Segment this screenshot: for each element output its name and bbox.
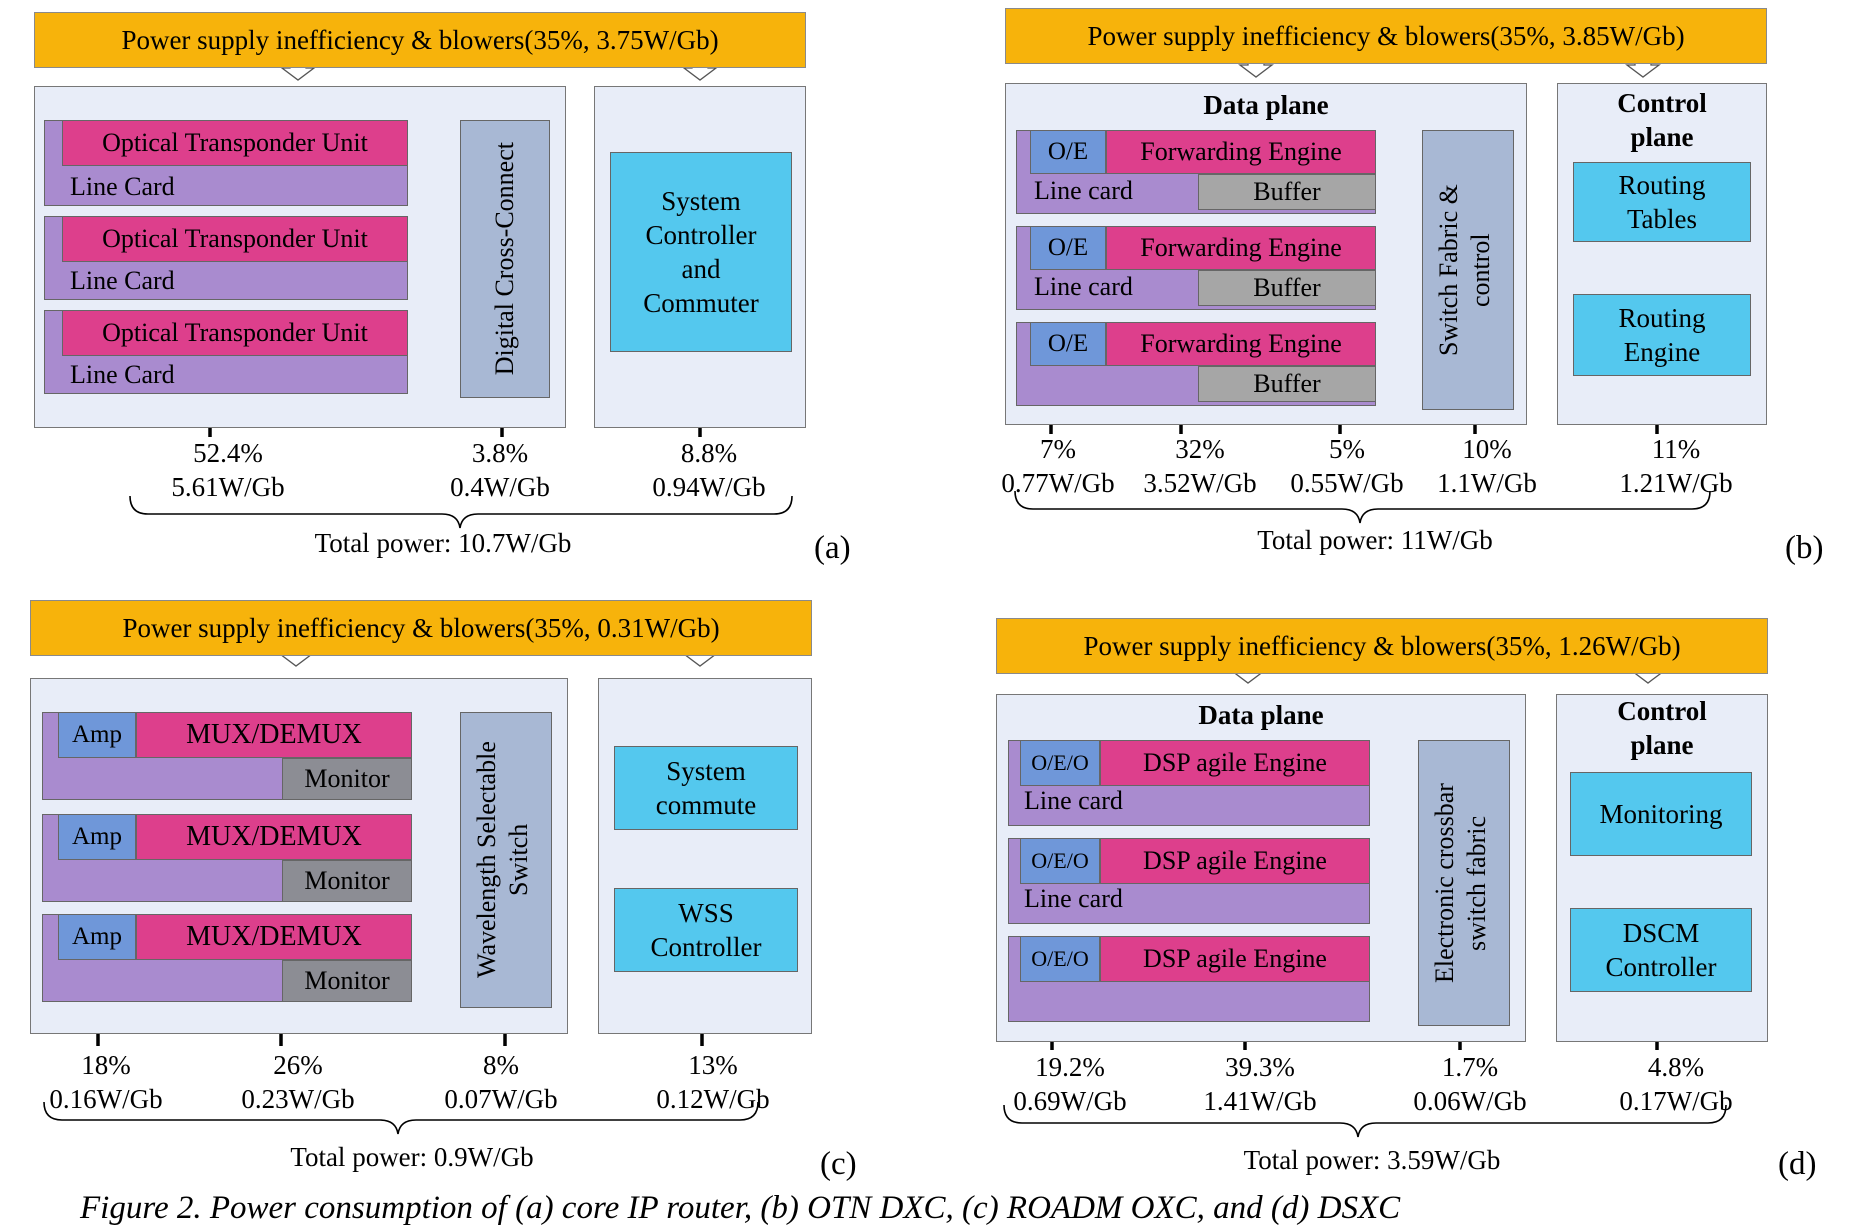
panel-letter: (a) — [814, 530, 851, 566]
stat-label: 3.8% 0.4W/Gb — [450, 438, 550, 502]
oeo-block: O/E/O — [1020, 740, 1100, 786]
monitoring: Monitoring — [1570, 772, 1752, 856]
switch-fabric-label: Switch Fabric & control — [1434, 184, 1495, 356]
optical-transponder-unit: Optical Transponder Unit — [62, 216, 408, 262]
data-plane-header: Data plane — [1198, 700, 1324, 730]
power-supply-bar-c: Power supply inefficiency & blowers(35%,… — [30, 600, 812, 656]
stat-label: 26% 0.23W/Gb — [241, 1050, 355, 1114]
dsp-agile-engine: DSP agile Engine — [1100, 936, 1370, 982]
dsp-agile-engine: DSP agile Engine — [1100, 838, 1370, 884]
buffer: Buffer — [1198, 270, 1376, 306]
line-card-label: Line Card — [70, 266, 175, 295]
stat-label: 4.8% 0.17W/Gb — [1619, 1052, 1733, 1116]
amp-block: Amp — [58, 814, 136, 860]
optical-transponder-unit: Optical Transponder Unit — [62, 120, 408, 166]
oeo-block: O/E/O — [1020, 936, 1100, 982]
total-power: Total power: 10.7W/Gb — [314, 528, 572, 558]
panel-letter: (d) — [1778, 1146, 1817, 1182]
power-supply-bar-b: Power supply inefficiency & blowers(35%,… — [1005, 8, 1767, 64]
amp-block: Amp — [58, 914, 136, 960]
mux-demux: MUX/DEMUX — [136, 814, 412, 860]
oe-block: O/E — [1030, 226, 1106, 270]
buffer: Buffer — [1198, 366, 1376, 402]
stat-label: 10% 1.1W/Gb — [1437, 434, 1537, 498]
switch-fabric: Switch Fabric & control — [1422, 130, 1514, 410]
line-card-label: Line card — [1034, 272, 1133, 301]
digital-cross-connect: Digital Cross-Connect — [460, 120, 550, 398]
amp-block: Amp — [58, 712, 136, 758]
electronic-crossbar: Electronic crossbar switch fabric — [1418, 740, 1510, 1026]
stat-label: 18% 0.16W/Gb — [49, 1050, 163, 1114]
oe-block: O/E — [1030, 322, 1106, 366]
forwarding-engine: Forwarding Engine — [1106, 322, 1376, 366]
forwarding-engine: Forwarding Engine — [1106, 130, 1376, 174]
wavelength-selectable-switch: Wavelength Selectable Switch — [460, 712, 552, 1008]
forwarding-engine: Forwarding Engine — [1106, 226, 1376, 270]
panel-letter: (b) — [1785, 530, 1824, 566]
power-supply-bar-a: Power supply inefficiency & blowers(35%,… — [34, 12, 806, 68]
total-power: Total power: 0.9W/Gb — [290, 1142, 534, 1172]
stat-label: 19.2% 0.69W/Gb — [1013, 1052, 1127, 1116]
stat-label: 11% 1.21W/Gb — [1619, 434, 1733, 498]
routing-tables: Routing Tables — [1573, 162, 1751, 242]
monitor: Monitor — [282, 860, 412, 902]
stat-label: 39.3% 1.41W/Gb — [1203, 1052, 1317, 1116]
stat-label: 32% 3.52W/Gb — [1143, 434, 1257, 498]
control-plane-header: Control plane — [1617, 88, 1707, 152]
stat-label: 52.4% 5.61W/Gb — [171, 438, 285, 502]
buffer: Buffer — [1198, 174, 1376, 210]
total-power: Total power: 3.59W/Gb — [1243, 1145, 1501, 1175]
power-supply-bar-d: Power supply inefficiency & blowers(35%,… — [996, 618, 1768, 674]
digital-cross-connect-label: Digital Cross-Connect — [490, 142, 519, 376]
wss-label: Wavelength Selectable Switch — [472, 741, 533, 979]
wss-controller: WSS Controller — [614, 888, 798, 972]
control-plane-header: Control plane — [1617, 696, 1707, 760]
line-card-label: Line card — [1034, 176, 1133, 205]
stat-label: 1.7% 0.06W/Gb — [1413, 1052, 1527, 1116]
figure-caption: Figure 2. Power consumption of (a) core … — [80, 1190, 1401, 1226]
mux-demux: MUX/DEMUX — [136, 712, 412, 758]
system-controller: System Controller and Commuter — [610, 152, 792, 352]
stat-label: 7% 0.77W/Gb — [1001, 434, 1115, 498]
controller-panel-c — [598, 678, 812, 1034]
monitor: Monitor — [282, 960, 412, 1002]
panel-letter: (c) — [820, 1146, 857, 1182]
system-commute: System commute — [614, 746, 798, 830]
data-plane-header: Data plane — [1203, 90, 1329, 120]
crossbar-label: Electronic crossbar switch fabric — [1430, 783, 1491, 983]
line-card-label: Line card — [1024, 786, 1123, 815]
mux-demux: MUX/DEMUX — [136, 914, 412, 960]
dsp-agile-engine: DSP agile Engine — [1100, 740, 1370, 786]
stat-label: 5% 0.55W/Gb — [1290, 434, 1404, 498]
line-card-label: Line card — [1024, 884, 1123, 913]
line-card-label: Line Card — [70, 360, 175, 389]
line-card-label: Line Card — [70, 172, 175, 201]
optical-transponder-unit: Optical Transponder Unit — [62, 310, 408, 356]
monitor: Monitor — [282, 758, 412, 800]
stat-label: 8.8% 0.94W/Gb — [652, 438, 766, 502]
total-power: Total power: 11W/Gb — [1257, 525, 1493, 555]
oeo-block: O/E/O — [1020, 838, 1100, 884]
routing-engine: Routing Engine — [1573, 294, 1751, 376]
oe-block: O/E — [1030, 130, 1106, 174]
dscm-controller: DSCM Controller — [1570, 908, 1752, 992]
stat-label: 13% 0.12W/Gb — [656, 1050, 770, 1114]
stat-label: 8% 0.07W/Gb — [444, 1050, 558, 1114]
